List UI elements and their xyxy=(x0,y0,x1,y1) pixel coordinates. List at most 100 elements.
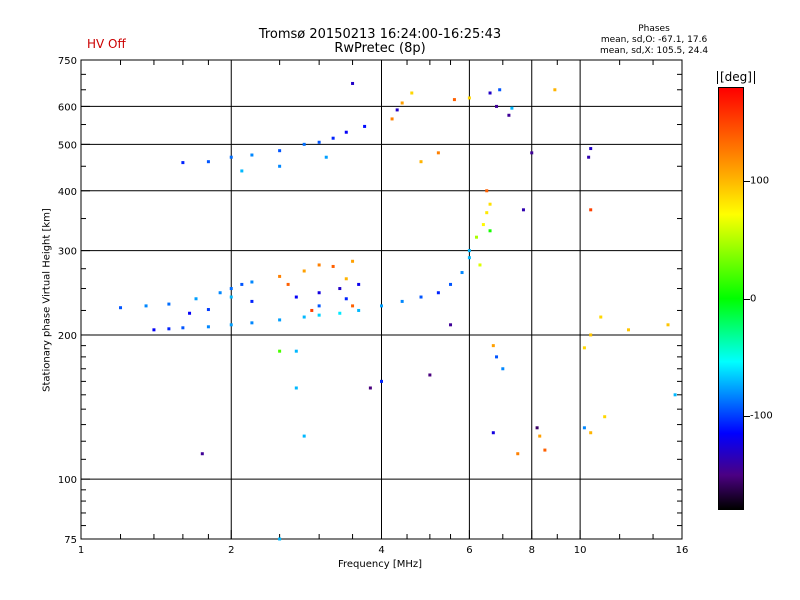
data-point xyxy=(302,142,306,146)
data-point xyxy=(485,211,489,215)
colorbar-tick-label: -100 xyxy=(750,410,773,422)
chart-title: Tromsø 20150213 16:24:00-16:25:43 RwPret… xyxy=(225,28,535,56)
data-point xyxy=(368,386,372,390)
data-point xyxy=(144,304,148,308)
data-point xyxy=(666,323,670,327)
data-point xyxy=(498,88,502,92)
x-tick-label: 1 xyxy=(78,545,84,556)
data-point xyxy=(302,269,306,273)
data-point xyxy=(538,434,542,438)
data-point xyxy=(317,304,321,308)
data-point xyxy=(229,295,233,299)
data-point xyxy=(491,431,495,435)
data-point xyxy=(317,140,321,144)
data-point xyxy=(119,306,123,310)
data-point xyxy=(317,263,321,267)
y-tick-label: 300 xyxy=(58,247,77,258)
data-point xyxy=(206,308,210,312)
data-point xyxy=(229,155,233,159)
data-point xyxy=(603,415,607,419)
data-point xyxy=(582,346,586,350)
data-point xyxy=(218,291,222,295)
data-point xyxy=(467,96,471,100)
data-point xyxy=(331,136,335,140)
y-tick-label: 100 xyxy=(58,475,77,486)
y-tick-label: 750 xyxy=(58,56,77,67)
x-tick-label: 2 xyxy=(228,545,234,556)
colorbar-tick-label: 100 xyxy=(750,175,770,187)
data-point xyxy=(452,98,456,102)
data-point xyxy=(460,271,464,275)
data-point xyxy=(474,235,478,239)
stats-title: Phases xyxy=(638,24,670,34)
data-point xyxy=(521,208,525,212)
data-point xyxy=(530,151,534,155)
data-point xyxy=(478,263,482,267)
data-point xyxy=(344,297,348,301)
data-point xyxy=(206,160,210,164)
data-point xyxy=(250,153,254,157)
data-point xyxy=(294,386,298,390)
colorbar-tick-label: 0 xyxy=(750,293,757,304)
colorbar-tick xyxy=(744,181,750,182)
data-point xyxy=(488,229,492,233)
data-point xyxy=(286,282,290,286)
y-tick-label: 600 xyxy=(58,102,77,113)
data-point xyxy=(380,379,383,383)
data-point xyxy=(428,373,432,377)
data-point xyxy=(310,308,314,312)
y-axis-label: Stationary phase Virtual Height [km] xyxy=(41,208,53,392)
y-tick-label: 400 xyxy=(58,187,77,198)
colorbar-tick xyxy=(744,416,750,417)
data-point xyxy=(485,189,489,193)
stats-o: mean, sd,O: -67.1, 17.6 xyxy=(600,35,708,45)
data-point xyxy=(495,355,499,359)
data-point xyxy=(167,302,171,306)
data-point xyxy=(390,117,394,121)
data-point xyxy=(400,101,404,105)
data-point xyxy=(194,297,198,301)
x-tick-label: 10 xyxy=(574,545,587,556)
data-point xyxy=(240,169,244,173)
data-point xyxy=(436,151,440,155)
data-point xyxy=(587,155,591,159)
phase-stats: Phases mean, sd,O: -67.1, 17.6 mean, sd,… xyxy=(590,24,718,57)
data-point xyxy=(543,448,547,452)
data-point xyxy=(449,323,453,327)
data-point xyxy=(507,113,511,117)
data-point xyxy=(488,91,492,95)
data-point xyxy=(363,124,367,128)
data-point xyxy=(206,325,210,329)
phase-colorbar xyxy=(718,87,744,510)
data-point xyxy=(240,282,244,286)
data-point xyxy=(589,333,593,337)
x-axis-label: Frequency [MHz] xyxy=(337,559,423,570)
data-point xyxy=(599,315,603,319)
data-point xyxy=(495,104,499,108)
data-point xyxy=(278,349,282,353)
hv-status: HV Off xyxy=(87,37,126,51)
data-point xyxy=(351,304,355,308)
data-point xyxy=(188,311,192,315)
data-point xyxy=(338,311,342,315)
data-point xyxy=(167,327,171,331)
data-point xyxy=(229,287,233,291)
x-tick-label: 6 xyxy=(466,545,472,556)
data-point xyxy=(181,326,185,330)
data-point xyxy=(516,452,520,456)
data-point xyxy=(357,282,361,286)
data-point xyxy=(582,426,586,430)
data-point xyxy=(510,106,514,110)
y-tick-label: 500 xyxy=(58,140,77,151)
data-point xyxy=(338,287,342,291)
data-point xyxy=(331,264,335,268)
data-point xyxy=(419,160,423,164)
data-point xyxy=(351,259,355,263)
data-point xyxy=(491,344,495,348)
data-point xyxy=(250,299,254,303)
data-point xyxy=(250,321,254,325)
data-point xyxy=(278,274,282,278)
y-tick-label: 200 xyxy=(58,331,77,342)
data-point xyxy=(344,277,348,281)
